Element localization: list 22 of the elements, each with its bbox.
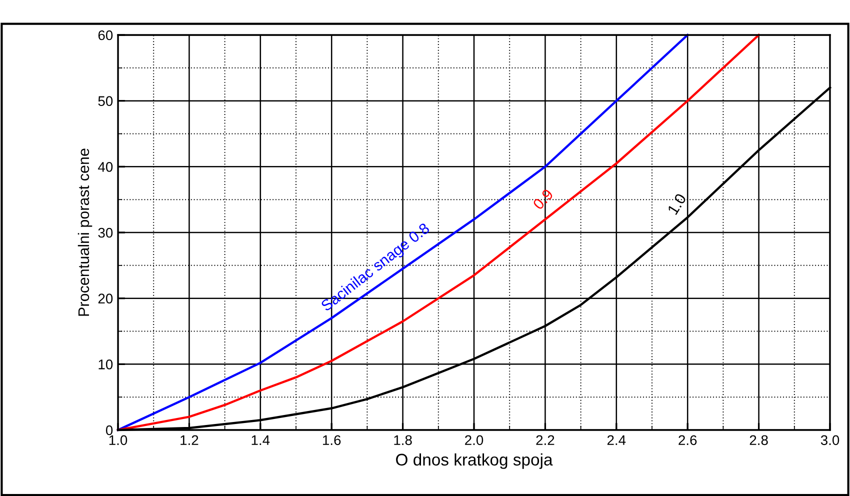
y-axis-title: Procentualni porast cene <box>78 148 92 316</box>
x-tick-label: 2.0 <box>465 435 484 446</box>
y-tick-label: 0 <box>106 425 113 436</box>
x-tick-label: 1.6 <box>323 435 341 446</box>
x-tick-label: 1.0 <box>109 435 128 446</box>
y-tick-label: 40 <box>98 162 113 172</box>
x-tick-label: 2.8 <box>750 435 768 446</box>
text: 1.0 <box>667 192 687 216</box>
y-tick-label: 60 <box>98 30 113 40</box>
x-tick-label: 2.6 <box>678 435 697 446</box>
y-tick-label: 10 <box>98 360 113 370</box>
text: 0.9 <box>532 188 554 210</box>
x-tick-label: 3.0 <box>820 435 840 446</box>
y-tick-label: 50 <box>98 96 113 106</box>
x-tick-label: 1.4 <box>252 435 270 445</box>
x-tick-label: 2.4 <box>607 435 626 445</box>
x-tick-label: 1.8 <box>394 435 412 446</box>
x-axis-title: O dnos kratkog spoja <box>396 453 553 469</box>
y-tick-label: 30 <box>98 228 113 238</box>
y-tick-label: 20 <box>98 294 113 304</box>
x-tick-label: 1.2 <box>180 435 198 445</box>
x-tick-label: 2.2 <box>536 435 554 445</box>
